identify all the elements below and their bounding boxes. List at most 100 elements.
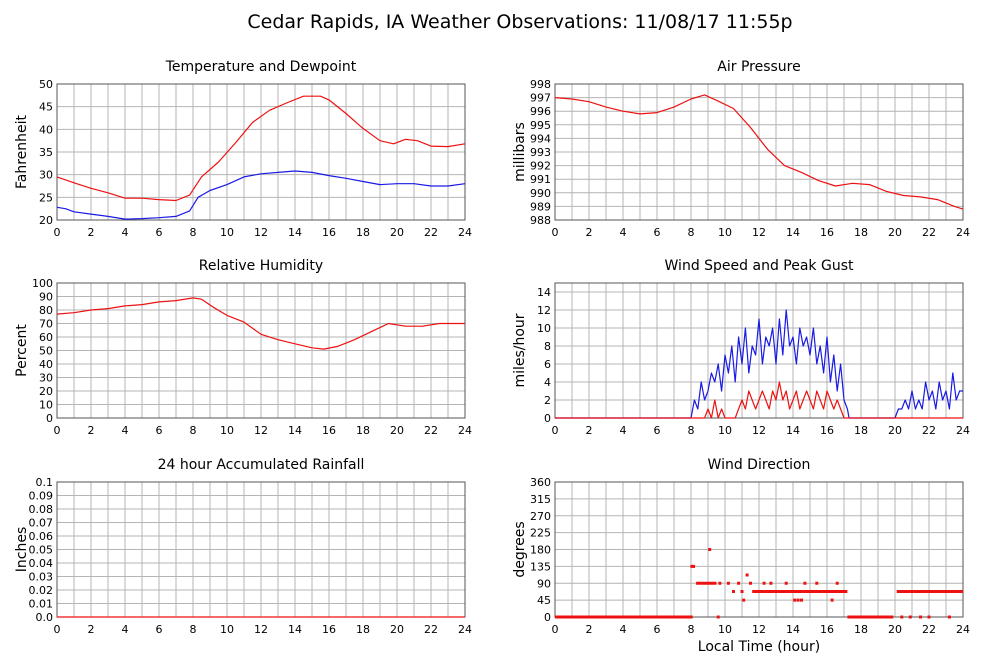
direction-point [919, 615, 922, 619]
x-tick-label: 6 [156, 226, 163, 239]
y-axis-label: millibars [512, 122, 528, 182]
x-tick-label: 14 [786, 424, 800, 437]
direction-point [793, 598, 797, 602]
direction-point [708, 548, 712, 551]
chart-title: Temperature and Dewpoint [165, 59, 357, 75]
plot-frame [554, 83, 964, 221]
wind-series-blue-line [555, 309, 963, 419]
x-tick-label: 12 [752, 424, 766, 437]
pressure-series-red-line [554, 94, 964, 210]
y-tick-label: 0 [544, 611, 551, 624]
y-tick-label: 998 [530, 78, 551, 91]
direction-point [716, 615, 720, 619]
x-tick-label: 20 [888, 623, 902, 636]
direction-point [800, 598, 803, 602]
y-tick-label: 315 [530, 493, 551, 506]
x-tick-label: 18 [356, 623, 370, 636]
x-tick-label: 8 [190, 424, 197, 437]
direction-run [896, 590, 963, 593]
direction-point [762, 581, 766, 585]
x-tick-label: 16 [820, 623, 834, 636]
y-tick-label: 20 [39, 385, 53, 398]
x-tick-label: 6 [156, 424, 163, 437]
plot-frame [56, 282, 466, 419]
x-tick-label: 0 [54, 424, 61, 437]
x-tick-label: 16 [322, 226, 336, 239]
x-tick-label: 4 [122, 226, 129, 239]
y-tick-label: 0.05 [29, 544, 54, 557]
x-tick-label: 14 [288, 623, 302, 636]
x-tick-label: 14 [786, 623, 800, 636]
x-tick-label: 10 [220, 226, 234, 239]
direction-point [796, 598, 800, 602]
x-tick-label: 0 [54, 226, 61, 239]
y-tick-label: 50 [39, 345, 53, 358]
direction-point [732, 590, 735, 593]
x-tick-label: 2 [88, 424, 95, 437]
x-tick-label: 22 [424, 226, 438, 239]
x-tick-label: 16 [820, 226, 834, 239]
direction-run [847, 615, 894, 619]
x-axis-label: Local Time (hour) [698, 639, 820, 655]
x-tick-label: 4 [122, 424, 129, 437]
y-tick-label: 90 [537, 577, 551, 590]
y-tick-label: 2 [544, 394, 551, 407]
direction-chart: Wind Directiondegrees0459013518022527031… [512, 457, 970, 655]
direction-point [835, 581, 839, 585]
y-axis-label: miles/hour [512, 313, 528, 387]
x-tick-label: 16 [322, 424, 336, 437]
y-tick-label: 90 [39, 291, 53, 304]
direction-point [908, 615, 912, 619]
chart-title: Air Pressure [717, 59, 800, 75]
x-tick-label: 10 [220, 623, 234, 636]
y-tick-label: 225 [530, 527, 551, 540]
pressure-chart: Air Pressuremillibars9889899909919929939… [512, 59, 970, 239]
direction-point [749, 581, 752, 585]
y-tick-label: 0.02 [29, 584, 54, 597]
x-tick-label: 10 [718, 424, 732, 437]
y-tick-label: 270 [530, 510, 551, 523]
direction-point [745, 573, 749, 577]
y-tick-label: 0.08 [29, 503, 54, 516]
x-tick-label: 24 [956, 424, 970, 437]
direction-run [555, 615, 693, 619]
y-tick-label: 0.04 [29, 557, 54, 570]
direction-run [696, 581, 717, 585]
x-tick-label: 18 [854, 226, 868, 239]
x-tick-label: 0 [552, 623, 559, 636]
y-tick-label: 997 [530, 92, 551, 105]
x-tick-label: 6 [654, 623, 661, 636]
x-tick-label: 8 [688, 424, 695, 437]
x-tick-label: 20 [888, 424, 902, 437]
page-title: Cedar Rapids, IA Weather Observations: 1… [247, 11, 792, 33]
y-tick-label: 40 [39, 358, 53, 371]
x-tick-label: 6 [156, 623, 163, 636]
direction-point [830, 598, 834, 602]
y-tick-label: 135 [530, 560, 551, 573]
x-tick-label: 14 [288, 226, 302, 239]
y-tick-label: 990 [530, 187, 551, 200]
direction-point [815, 581, 819, 585]
x-tick-label: 0 [552, 226, 559, 239]
y-tick-label: 4 [544, 376, 551, 389]
x-tick-label: 22 [922, 623, 936, 636]
y-tick-label: 180 [530, 544, 551, 557]
y-tick-label: 0.06 [29, 530, 54, 543]
x-tick-label: 12 [752, 623, 766, 636]
direction-point [692, 564, 696, 568]
y-tick-label: 10 [537, 322, 551, 335]
y-tick-label: 0.03 [29, 571, 54, 584]
y-tick-label: 989 [530, 200, 551, 213]
rain-chart: 24 hour Accumulated RainfallInches0.00.0… [14, 457, 472, 636]
temp-series-red-line [56, 95, 466, 202]
direction-point [718, 581, 722, 585]
direction-point [947, 615, 951, 619]
y-tick-label: 994 [530, 132, 551, 145]
x-tick-label: 6 [654, 226, 661, 239]
y-axis-label: Percent [14, 324, 30, 377]
y-tick-label: 30 [39, 372, 53, 385]
direction-point [726, 581, 730, 585]
x-tick-label: 2 [586, 424, 593, 437]
